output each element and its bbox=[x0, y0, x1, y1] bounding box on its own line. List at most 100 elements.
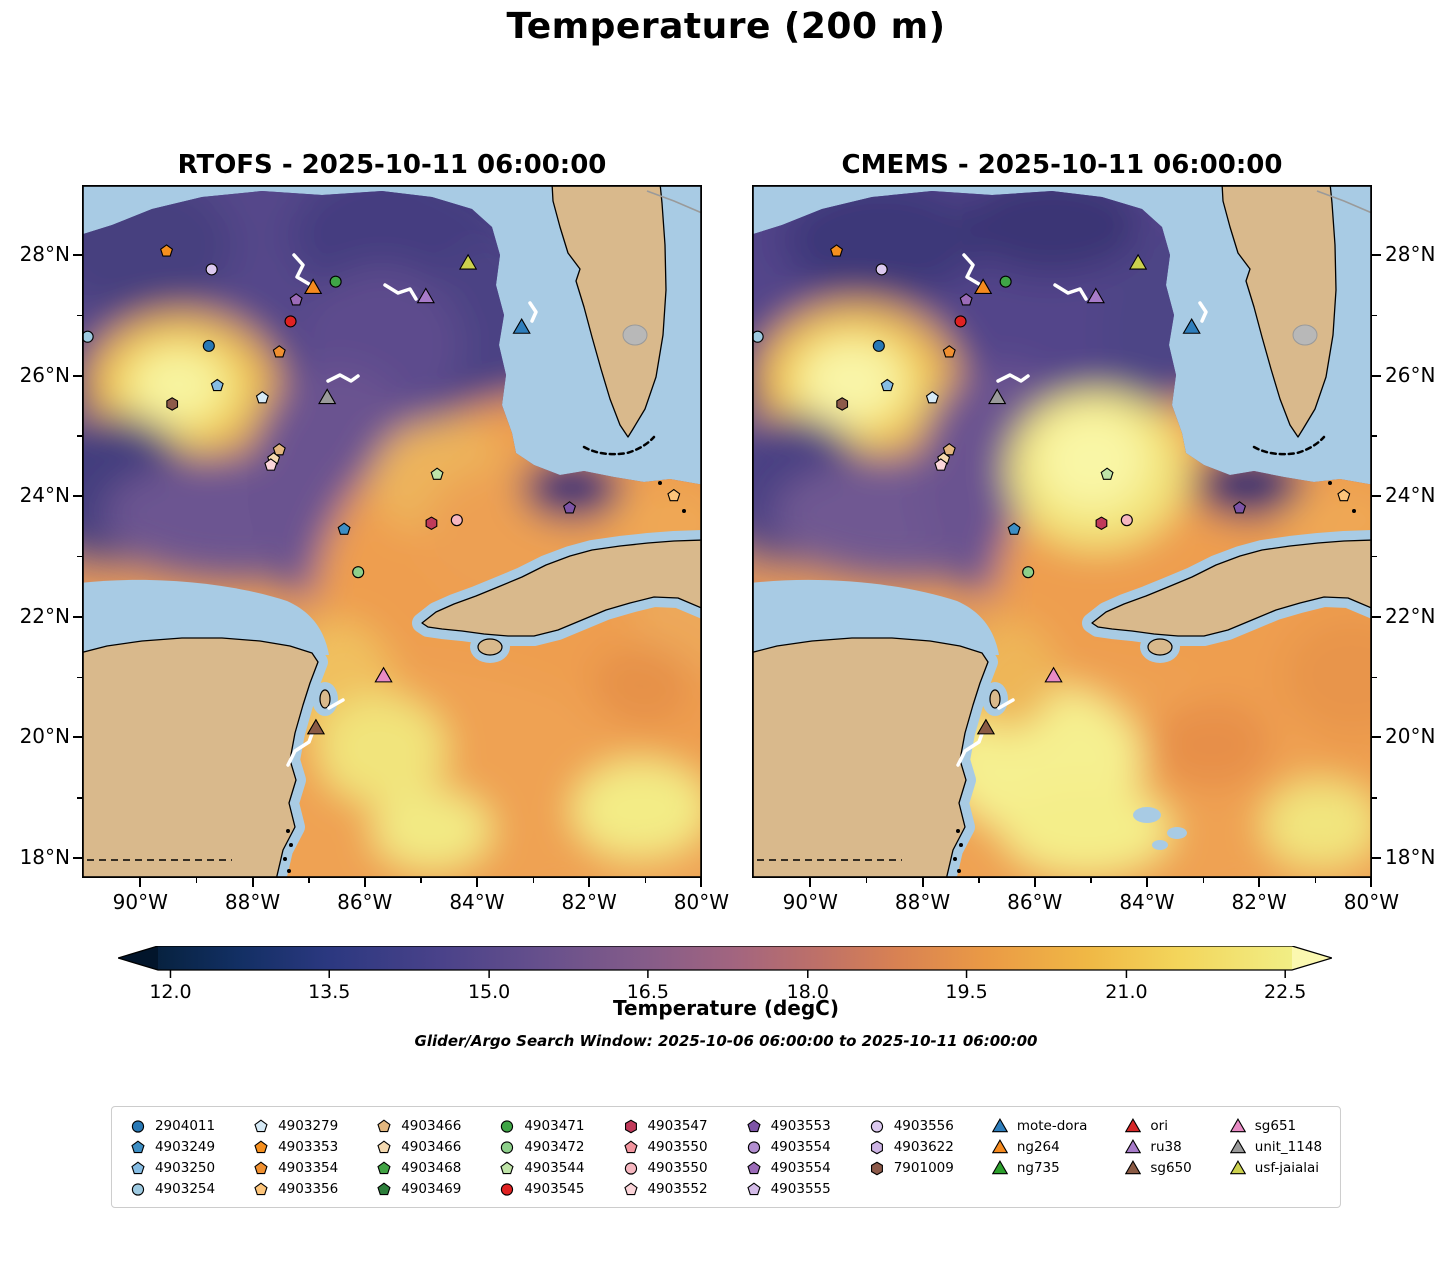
lake-okeechobee bbox=[622, 324, 648, 346]
marker-unit_1148-14 bbox=[988, 388, 1007, 405]
legend-label: 4903554 bbox=[770, 1159, 831, 1176]
x-tick-label: 88°W bbox=[224, 890, 281, 914]
y-tick-left bbox=[73, 495, 82, 498]
legend-marker-4903552 bbox=[623, 1182, 638, 1195]
marker-4903466-16 bbox=[942, 443, 956, 456]
colorbar-tick-label: 21.0 bbox=[1105, 981, 1147, 1003]
legend-marker-4903554 bbox=[746, 1161, 761, 1174]
y-tick-label-right: 22°N bbox=[1385, 603, 1436, 628]
marker-4903356-24 bbox=[1337, 488, 1351, 502]
islet bbox=[658, 481, 662, 485]
legend-label: 4903466 bbox=[401, 1138, 462, 1155]
legend-label: 4903556 bbox=[893, 1117, 954, 1134]
islet bbox=[959, 843, 963, 847]
marker-4903466-16 bbox=[272, 443, 286, 456]
legend-entry-4903554: 4903554 bbox=[746, 1138, 831, 1155]
glider-track bbox=[956, 729, 985, 767]
legend-marker-4903556-icon bbox=[870, 1119, 883, 1133]
legend-column-6: 4903553 4903554 4903554 4903555 bbox=[746, 1117, 831, 1197]
legend-marker-4903555-icon bbox=[746, 1182, 761, 1195]
marker-4903547-21 bbox=[425, 516, 438, 531]
legend-marker-4903550 bbox=[624, 1161, 637, 1175]
colorbar-tick-label: 12.0 bbox=[149, 981, 191, 1003]
marker-4903249-20 bbox=[1007, 522, 1021, 535]
glider-track bbox=[292, 253, 311, 286]
legend-label: 4903356 bbox=[278, 1180, 339, 1197]
legend-marker-4903249-icon bbox=[131, 1140, 145, 1153]
y-tick-left bbox=[73, 374, 82, 377]
x-tick-label: 90°W bbox=[112, 890, 168, 914]
legend-marker-4903471 bbox=[501, 1119, 514, 1133]
marker-mote-dora-8 bbox=[1182, 317, 1201, 334]
colorbar-under-arrow bbox=[118, 946, 158, 970]
legend-entry-sg650: sg650 bbox=[1125, 1159, 1192, 1176]
marker-4903554-2 bbox=[289, 293, 303, 306]
legend-entry-4903250: 4903250 bbox=[130, 1159, 215, 1176]
legend-entry-4903550: 4903550 bbox=[622, 1138, 708, 1155]
marker-4903279-13 bbox=[925, 391, 939, 404]
y-tick-label-left: 22°N bbox=[19, 603, 70, 628]
legend-marker-ng264 bbox=[991, 1138, 1008, 1153]
marker-4903279-13 bbox=[255, 391, 269, 404]
map-frame bbox=[82, 185, 702, 878]
florida bbox=[1221, 185, 1337, 438]
legend-label: 4903553 bbox=[770, 1117, 831, 1134]
y-tick-left bbox=[73, 615, 82, 618]
legend-column-8: mote-dora ng264 ng735 bbox=[991, 1117, 1088, 1176]
legend-entry-ori: ori bbox=[1125, 1117, 1191, 1134]
y-tick-label-left: 28°N bbox=[19, 241, 70, 266]
legend-label: mote-dora bbox=[1016, 1117, 1088, 1134]
legend-column-7: 4903556 4903622 7901009 bbox=[869, 1117, 954, 1176]
legend-label: usf-jaialai bbox=[1254, 1159, 1320, 1176]
legend-marker-4903354 bbox=[254, 1161, 268, 1174]
legend-marker-4903553-icon bbox=[746, 1119, 761, 1132]
legend-label: 4903545 bbox=[524, 1180, 585, 1197]
legend-marker-4903554 bbox=[747, 1140, 760, 1154]
legend-marker-4903466 bbox=[377, 1140, 391, 1153]
legend-marker-4903279 bbox=[254, 1119, 268, 1132]
colorbar-tick-label: 13.5 bbox=[308, 981, 350, 1003]
legend-entry-ng735: ng735 bbox=[991, 1159, 1088, 1176]
x-tick-label: 80°W bbox=[1343, 890, 1399, 914]
legend-label: ru38 bbox=[1150, 1138, 1182, 1155]
y-tick-right bbox=[1372, 495, 1381, 498]
marker-sg651-26 bbox=[1044, 666, 1063, 683]
x-tick bbox=[700, 878, 703, 887]
marker-4903354-10 bbox=[942, 345, 956, 358]
legend-label: 4903466 bbox=[401, 1117, 462, 1134]
marker-7901009-15 bbox=[836, 397, 849, 411]
islet bbox=[1328, 481, 1332, 485]
glider-track bbox=[997, 698, 1015, 710]
legend-marker-4903250 bbox=[131, 1161, 145, 1174]
colorbar-tick-label: 18.0 bbox=[787, 981, 829, 1003]
legend-marker-4903544 bbox=[500, 1161, 514, 1174]
marker-4903544-19 bbox=[1100, 467, 1114, 480]
search-window-subtitle: Glider/Argo Search Window: 2025-10-06 06… bbox=[414, 1032, 1038, 1050]
marker-4903249-20 bbox=[337, 522, 351, 535]
marker-4903250-12 bbox=[880, 378, 894, 392]
legend-entry-4903254: 4903254 bbox=[130, 1180, 215, 1197]
marker-ng264-3 bbox=[973, 278, 993, 295]
legend-label: 4903279 bbox=[278, 1117, 339, 1134]
marker-4903553-23 bbox=[1233, 501, 1247, 514]
colorbar-tick-label: 16.5 bbox=[627, 981, 669, 1003]
legend-marker-ori bbox=[1125, 1117, 1142, 1132]
islet bbox=[953, 857, 957, 861]
legend-marker-4903545 bbox=[501, 1182, 514, 1196]
x-tick-label: 86°W bbox=[1007, 890, 1063, 914]
legend-marker-4903472-icon bbox=[501, 1140, 514, 1154]
marker-4903471-4 bbox=[329, 275, 342, 288]
marker-sg650-27 bbox=[976, 718, 996, 735]
legend-marker-7901009 bbox=[870, 1161, 883, 1175]
x-tick bbox=[588, 878, 591, 887]
panel-title-cmems: CMEMS - 2025-10-11 06:00:00 bbox=[841, 150, 1283, 180]
map-frame bbox=[752, 185, 1372, 878]
y-tick-label-left: 26°N bbox=[19, 362, 70, 387]
legend-entry-4903469: 4903469 bbox=[376, 1180, 461, 1197]
legend-column-9: ori ru38 sg650 bbox=[1125, 1117, 1192, 1176]
legend-label: 4903552 bbox=[647, 1180, 708, 1197]
marker-2904011-9 bbox=[872, 339, 885, 352]
y-tick-label-left: 18°N bbox=[19, 844, 70, 869]
colorbar-tick-label: 19.5 bbox=[945, 981, 987, 1003]
y-tick-label-right: 28°N bbox=[1385, 241, 1436, 266]
